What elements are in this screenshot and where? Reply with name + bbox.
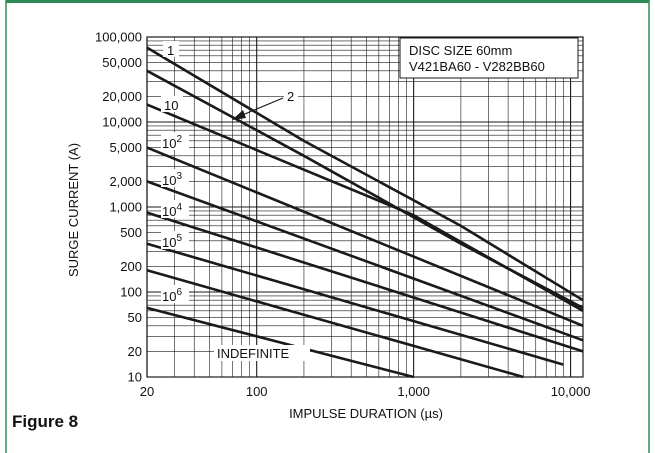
curve-label-10-6: 106 xyxy=(162,287,182,304)
curve-label-10-4: 104 xyxy=(162,202,182,219)
label-bg-p4 xyxy=(161,200,189,218)
series-line-4 xyxy=(146,146,584,328)
x-tick-label: 100 xyxy=(246,384,268,399)
curve-label-indefinite: INDEFINITE xyxy=(217,346,290,361)
y-tick-label: 5,000 xyxy=(109,140,142,155)
label-bg-p6 xyxy=(161,285,189,303)
y-tick-label: 10 xyxy=(128,370,142,385)
series-line-7 xyxy=(146,242,564,366)
series-line-3 xyxy=(146,103,584,313)
label-bg-2 xyxy=(284,87,298,103)
series-line-5 xyxy=(146,180,584,342)
legend-box xyxy=(399,37,579,79)
label-bg-indefinite xyxy=(214,345,310,361)
chart-series xyxy=(146,46,584,379)
y-tick-label: 10,000 xyxy=(102,115,142,130)
y-tick-label: 50 xyxy=(128,310,142,325)
curve-2-pointer xyxy=(239,97,284,117)
label-bg-1 xyxy=(163,41,179,57)
curve-2-arrowhead xyxy=(232,110,246,120)
label-bg-p3 xyxy=(161,169,189,187)
y-tick-label: 50,000 xyxy=(102,55,142,70)
label-bg-10 xyxy=(161,96,183,112)
y-tick-label: 100,000 xyxy=(95,30,142,45)
label-bg-p5 xyxy=(161,231,189,249)
curve-label-10-3: 103 xyxy=(162,171,182,188)
curve-label-10-5: 105 xyxy=(162,233,182,250)
y-tick-label: 500 xyxy=(120,225,142,240)
figure-label: Figure 8 xyxy=(12,412,79,431)
y-tick-label: 20 xyxy=(128,344,142,359)
y-tick-label: 2,000 xyxy=(109,174,142,189)
curve-label-10: 10 xyxy=(164,98,178,113)
y-axis-title: SURGE CURRENT (A) xyxy=(66,143,81,277)
plot-border xyxy=(146,36,584,378)
series-line-2 xyxy=(146,69,584,310)
legend-line-2: V421BA60 - V282BB60 xyxy=(409,59,545,74)
curve-label-2: 2 xyxy=(287,89,294,104)
y-tick-label: 100 xyxy=(120,285,142,300)
y-tick-label: 200 xyxy=(120,259,142,274)
curve-label-10-2: 102 xyxy=(162,134,182,151)
series-line-6 xyxy=(146,211,584,353)
x-tick-labels: 20 100 1,000 10,000 xyxy=(140,384,591,399)
legend-line-1: DISC SIZE 60mm xyxy=(409,43,512,58)
x-tick-label: 1,000 xyxy=(397,384,430,399)
surge-current-chart: 100,000 50,000 20,000 10,000 5,000 2,000 1,000… xyxy=(66,30,590,422)
label-bg-p2 xyxy=(161,132,189,150)
x-tick-label: 10,000 xyxy=(551,384,591,399)
y-tick-labels: 100,000 50,000 20,000 10,000 5,000 2,000 1,000… xyxy=(95,30,142,385)
x-tick-label: 20 xyxy=(140,384,154,399)
y-tick-label: 20,000 xyxy=(102,89,142,104)
curve-label-1: 1 xyxy=(167,43,174,58)
series-line-1 xyxy=(146,46,584,302)
x-axis-title: IMPULSE DURATION (µs) xyxy=(289,406,443,421)
series-line-8 xyxy=(146,269,524,379)
series-line-9 xyxy=(146,306,414,379)
y-tick-label: 1,000 xyxy=(109,200,142,215)
